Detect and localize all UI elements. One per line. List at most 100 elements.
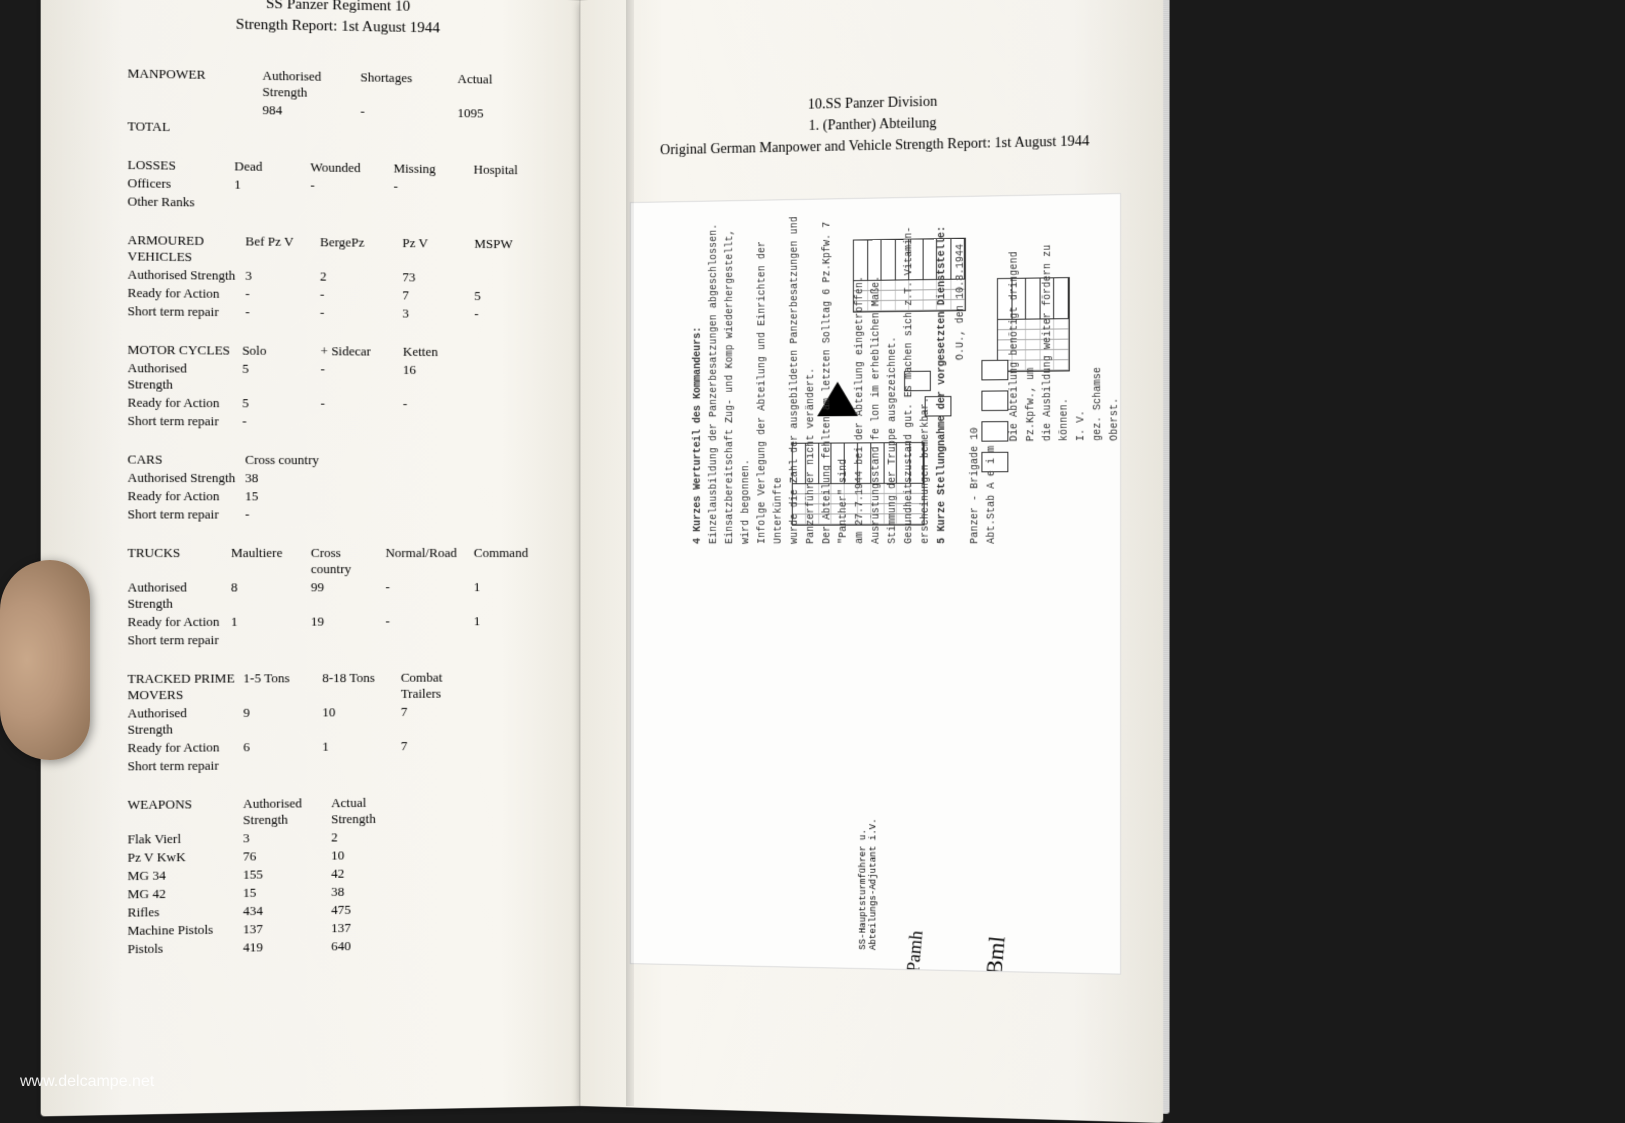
motorcycles-col-2: Ketten xyxy=(399,343,480,362)
sig-subtitle: SS-Hauptsturmführer u. Abteilungs-Adjuta… xyxy=(858,818,878,950)
signature-1: Pamh xyxy=(902,930,927,974)
cars-row-label: Short term repair xyxy=(123,505,241,523)
trucks-cell xyxy=(470,630,550,648)
motorcycles-title: MOTOR CYCLES xyxy=(123,341,238,360)
tracked-row-label: Authorised Strength xyxy=(123,704,239,739)
armoured-cell: - xyxy=(316,286,398,305)
manpower-cell: 1095 xyxy=(453,104,550,124)
trucks-cell: 99 xyxy=(307,578,382,612)
weapons-col-0: Authorised Strength xyxy=(239,794,327,829)
weapons-table: WEAPONSAuthorised StrengthActual Strengt… xyxy=(123,792,550,958)
motorcycles-row: Ready for Action5-- xyxy=(123,393,550,413)
losses-col-0: Dead xyxy=(230,157,306,176)
weapons-section: WEAPONSAuthorised StrengthActual Strengt… xyxy=(123,792,550,958)
tracked-cell: 1 xyxy=(318,737,397,756)
cars-row-label: Ready for Action xyxy=(123,487,241,505)
trucks-cell: 1 xyxy=(470,578,550,612)
cars-row: Authorised Strength38 xyxy=(123,469,550,488)
motorcycles-row: Authorised Strength5-16 xyxy=(123,359,550,396)
cars-table: CARSCross countryAuthorised Strength38Re… xyxy=(123,450,550,524)
cars-cell xyxy=(401,469,476,487)
motorcycles-row-label: Authorised Strength xyxy=(123,359,238,394)
cars-cell xyxy=(401,488,476,506)
tracked-table: TRACKED PRIME MOVERS1-5 Tons8-18 TonsCom… xyxy=(123,668,550,775)
tracked-row: Authorised Strength9107 xyxy=(123,702,550,739)
weapons-cell xyxy=(480,844,550,863)
armoured-col-3: MSPW xyxy=(470,235,550,270)
tracked-col-2: Combat Trailers xyxy=(397,668,480,703)
armoured-cell: 3 xyxy=(398,304,470,323)
weapons-row-label: MG 34 xyxy=(123,866,239,886)
tracked-col-1: 8-18 Tons xyxy=(318,669,397,704)
manpower-col-1: Shortages xyxy=(356,68,453,104)
section5-right-header: O.U., den 10.8.1944 xyxy=(954,244,971,361)
manpower-col-2: Actual xyxy=(453,70,550,106)
weapons-row-label: Flak Vierl xyxy=(123,829,239,848)
manpower-cell xyxy=(453,122,550,141)
cars-row: Ready for Action15 xyxy=(123,487,550,506)
tracked-cell xyxy=(479,754,550,773)
losses-col-2: Missing xyxy=(389,159,469,178)
weapons-col-1: Actual Strength xyxy=(327,793,410,828)
thumb-holding-page xyxy=(0,560,90,760)
weapons-title: WEAPONS xyxy=(123,795,239,831)
armoured-row-label: Short term repair xyxy=(123,302,241,321)
manpower-cell xyxy=(356,121,453,141)
tracked-cell: 9 xyxy=(239,703,318,738)
motorcycles-cell: - xyxy=(316,360,398,395)
section5-title: 5 Kurze Stellungnahme der vorgesetzten D… xyxy=(937,226,948,544)
german-section-5: 5 Kurze Stellungnahme der vorgesetzten D… xyxy=(935,204,1121,544)
armoured-cell: 2 xyxy=(316,267,398,286)
right-header-line-3: Original German Manpower and Vehicle Str… xyxy=(660,134,1089,158)
weapons-cell xyxy=(480,898,550,917)
tracked-section: TRACKED PRIME MOVERS1-5 Tons8-18 TonsCom… xyxy=(123,668,550,775)
motorcycles-section: MOTOR CYCLESSolo+ SidecarKettenAuthorise… xyxy=(123,341,550,432)
tracked-cell: 7 xyxy=(397,737,480,756)
tracked-col-3 xyxy=(479,668,550,702)
weapons-cell xyxy=(410,845,480,864)
cars-cell xyxy=(476,488,550,506)
motorcycles-cell: 5 xyxy=(238,360,316,395)
weapons-cell: 434 xyxy=(239,901,327,920)
motorcycles-cell xyxy=(316,413,398,432)
losses-cell xyxy=(470,179,550,198)
motorcycles-row-label: Short term repair xyxy=(123,412,238,431)
tracked-title: TRACKED PRIME MOVERS xyxy=(123,669,239,704)
motorcycles-cell xyxy=(480,361,550,396)
trucks-cell: 8 xyxy=(227,578,307,612)
cars-title: CARS xyxy=(123,450,241,469)
motorcycles-cell xyxy=(480,395,550,413)
right-page: 10.SS Panzer Division 1. (Panther) Abtei… xyxy=(580,0,1163,1123)
weapons-cell: 76 xyxy=(239,847,327,866)
armoured-cell xyxy=(470,269,550,288)
trucks-cell: 19 xyxy=(307,612,382,630)
motorcycles-col-0: Solo xyxy=(238,342,316,361)
trucks-cell xyxy=(227,631,307,649)
cars-cell xyxy=(401,506,476,524)
right-header-line-2: 1. (Panther) Abteilung xyxy=(809,116,937,134)
cars-cell xyxy=(476,506,550,524)
armoured-cell: 7 xyxy=(398,286,470,305)
weapons-cell: 42 xyxy=(327,864,410,883)
manpower-row-label xyxy=(123,99,258,119)
manpower-col-0: Authorised Strength xyxy=(258,67,356,103)
weapons-cell: 10 xyxy=(327,846,410,865)
motorcycles-cell: - xyxy=(238,412,316,431)
armoured-col-0: Bef Pz V xyxy=(241,232,316,267)
weapons-cell xyxy=(480,880,550,899)
trucks-row: Ready for Action119-1 xyxy=(123,612,550,631)
trucks-row: Short term repair xyxy=(123,630,550,649)
weapons-cell: 137 xyxy=(327,918,410,937)
weapons-cell: 419 xyxy=(239,937,327,956)
book-spine-shadow xyxy=(626,0,634,1106)
watermark: www.delcampe.net xyxy=(20,1073,154,1091)
motorcycles-row: Short term repair- xyxy=(123,412,550,432)
trucks-cell: 1 xyxy=(470,612,550,630)
cars-cell xyxy=(326,506,401,524)
weapons-cell xyxy=(410,863,480,882)
manpower-title: MANPOWER xyxy=(123,64,258,101)
trucks-cell: 1 xyxy=(227,613,307,631)
armoured-cell: 3 xyxy=(241,267,316,286)
armoured-cell: - xyxy=(316,304,398,323)
weapons-row-label: Rifles xyxy=(123,902,239,922)
